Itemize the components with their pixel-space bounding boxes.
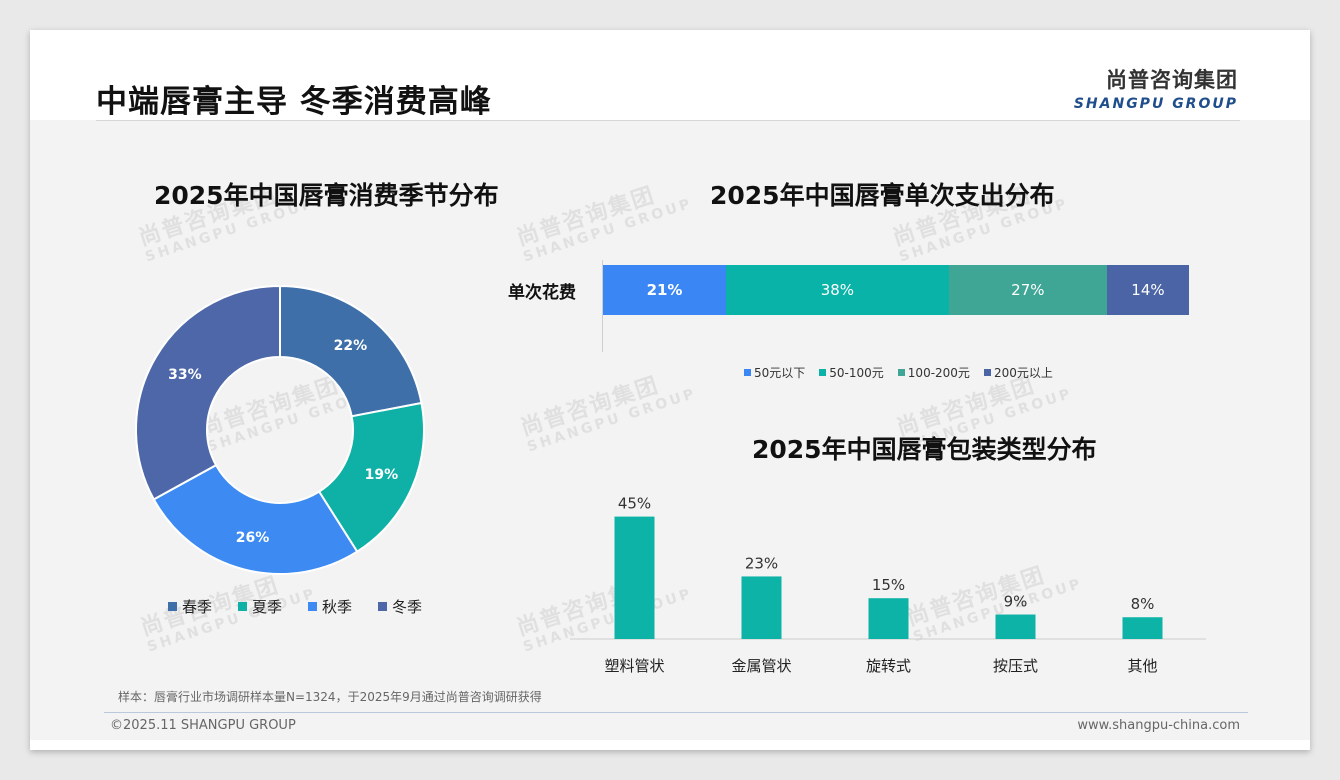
legend-label: 春季 [182, 598, 213, 616]
footer-website[interactable]: www.shangpu-china.com [1077, 718, 1240, 733]
donut-slice-label: 22% [334, 338, 368, 354]
legend-label: 50元以下 [754, 366, 806, 380]
bar-value-label: 15% [872, 576, 905, 594]
bar [614, 516, 655, 639]
season-chart-title: 2025年中国唇膏消费季节分布 [154, 181, 499, 210]
bar-value-label: 8% [1131, 595, 1155, 613]
season-donut-chart: 22% 19% 26% 33% [135, 284, 425, 575]
bar [868, 598, 909, 639]
legend-swatch [983, 369, 991, 376]
legend-swatch [378, 602, 388, 611]
legend-swatch [168, 602, 177, 611]
footer-copyright: ©2025.11 SHANGPU GROUP [110, 718, 296, 733]
donut-slice-label: 26% [236, 530, 270, 546]
stack-segment: 21% [603, 265, 727, 315]
legend-item: 冬季 [378, 596, 422, 617]
legend-label: 100-200元 [907, 366, 970, 380]
donut-slice [317, 401, 425, 553]
spend-legend: 50元以下 50-100元 100-200元 200元以上 [744, 364, 1067, 381]
slide: 尚普咨询集团 SHANGPU GROUP 尚普咨询集团 SHANGPU GROUP … [30, 30, 1310, 750]
bar [741, 576, 782, 639]
package-bar-chart: 45% 塑料管状 23% 金属管状 15% 旋转式 9% 按压式 8% 其他 [570, 495, 1206, 675]
legend-item: 夏季 [238, 596, 282, 617]
bar-value-label: 23% [745, 554, 778, 572]
legend-item: 50元以下 [744, 364, 805, 381]
stack-axis-line [602, 260, 603, 352]
legend-swatch [819, 369, 827, 376]
bar [995, 614, 1036, 639]
x-tick-label: 其他 [1127, 657, 1157, 675]
legend-item: 春季 [168, 596, 212, 617]
spend-chart-title: 2025年中国唇膏单次支出分布 [710, 181, 1055, 210]
bar-value-label: 45% [618, 495, 651, 513]
footer-divider [104, 712, 1248, 713]
legend-swatch [238, 602, 248, 611]
legend-swatch [897, 369, 905, 376]
donut-slice [135, 284, 281, 501]
stack-segment-label: 27% [1011, 281, 1045, 299]
legend-label: 50-100元 [829, 366, 884, 380]
legend-item: 200元以上 [983, 364, 1053, 381]
bar [1122, 617, 1163, 639]
stack-segment-label: 38% [820, 281, 855, 299]
stack-segment: 38% [726, 265, 949, 315]
legend-swatch [308, 602, 318, 611]
spend-stacked-bar: 21% 38% 27% 14% [603, 265, 1189, 315]
legend-swatch [744, 369, 751, 376]
donut-slice-label: 33% [168, 367, 202, 383]
legend-label: 200元以上 [993, 366, 1053, 380]
x-tick-label: 塑料管状 [604, 657, 664, 675]
stack-segment-label: 14% [1131, 281, 1165, 299]
package-chart-title: 2025年中国唇膏包装类型分布 [752, 435, 1097, 464]
bar-value-label: 9% [1004, 593, 1028, 611]
season-legend: 春季 夏季 秋季 冬季 [168, 596, 448, 617]
stack-segment-label: 21% [646, 281, 683, 299]
logo: 尚普咨询集团 SHANGPU GROUP [1074, 64, 1238, 112]
sample-note: 样本：唇膏行业市场调研样本量N=1324，于2025年9月通过尚普咨询调研获得 [118, 690, 542, 704]
x-tick-label: 金属管状 [731, 657, 791, 675]
legend-item: 秋季 [308, 596, 352, 617]
legend-item: 100-200元 [897, 364, 970, 381]
stack-category-label: 单次花费 [508, 283, 576, 303]
page-title: 中端唇膏主导 冬季消费高峰 [96, 84, 492, 120]
donut-slice [279, 284, 423, 418]
x-tick-label: 按压式 [993, 657, 1038, 675]
legend-item: 50-100元 [819, 364, 884, 381]
donut-slice-label: 19% [365, 467, 399, 483]
content-panel [30, 120, 1310, 740]
legend-label: 夏季 [252, 598, 283, 616]
logo-cn: 尚普咨询集团 [1106, 68, 1238, 92]
stack-segment: 27% [948, 265, 1107, 315]
x-tick-label: 旋转式 [866, 657, 911, 675]
logo-en: SHANGPU GROUP [1073, 96, 1238, 112]
legend-label: 冬季 [392, 598, 423, 616]
donut-slice [152, 463, 359, 575]
stack-segment: 14% [1106, 265, 1189, 315]
legend-label: 秋季 [322, 598, 353, 616]
title-divider [96, 120, 1240, 121]
